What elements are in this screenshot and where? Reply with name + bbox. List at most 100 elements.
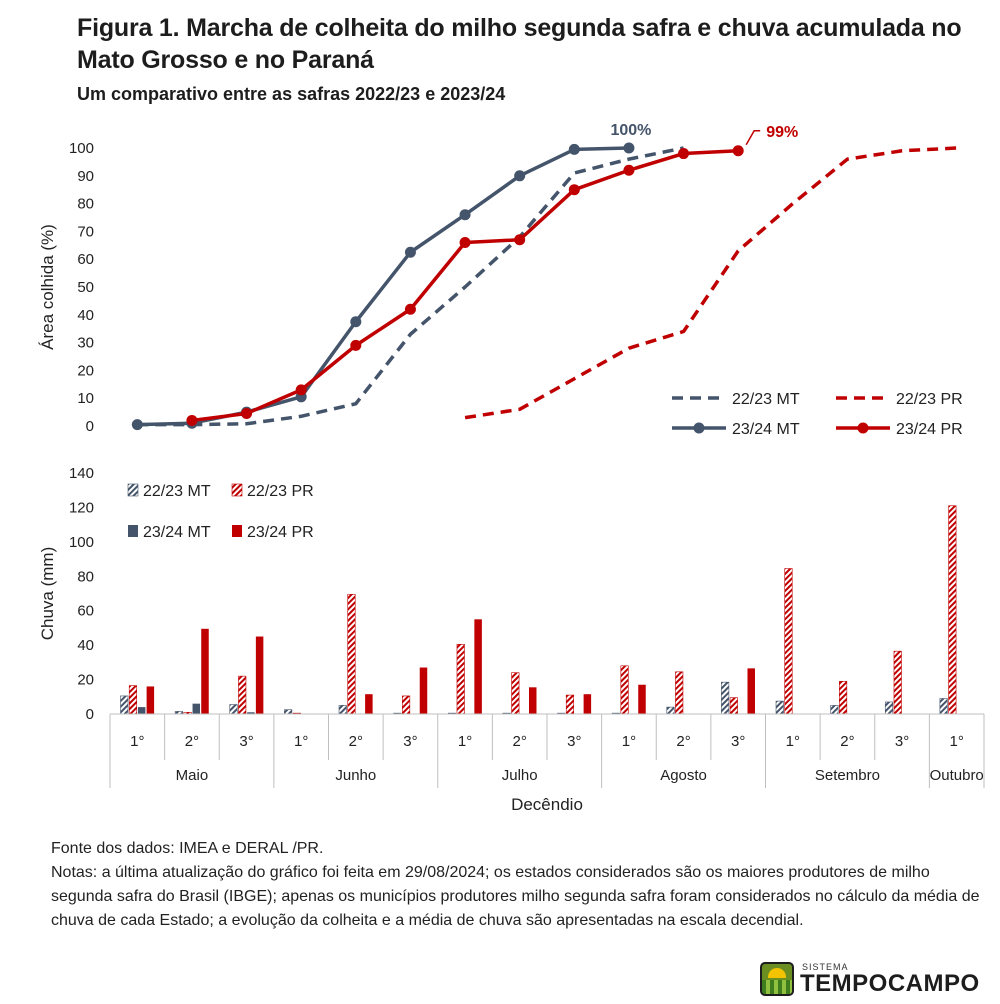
rain-bar xyxy=(830,705,839,715)
rain-bar xyxy=(747,668,755,714)
decendio-tick: 1° xyxy=(622,733,636,750)
rain-bar xyxy=(456,643,465,715)
legend-label: 22/23 MT xyxy=(732,391,800,408)
chart-canvas: 0 10 20 30 40 50 60 70 80 90 100 Área colhida (%) 10… xyxy=(38,122,985,814)
rain-y-tick: 120 xyxy=(69,499,94,516)
harvest-legend-entry: 23/24 PR xyxy=(836,421,963,438)
decendio-tick: 1° xyxy=(950,733,964,750)
logo-text: TEMPOCAMPO xyxy=(800,970,980,997)
annotation-label: 100% xyxy=(610,122,651,139)
figure-subtitle: Um comparativo entre as safras 2022/23 e… xyxy=(77,84,506,104)
rain-bar xyxy=(238,675,247,715)
month-label: Junho xyxy=(335,767,376,784)
rain-bar xyxy=(884,701,894,715)
harvest-point xyxy=(568,184,580,196)
harvest-point xyxy=(678,148,690,160)
rain-legend-entry: 23/24 PR xyxy=(232,524,314,541)
rain-bar xyxy=(146,686,155,714)
rain-y-tick: 60 xyxy=(77,603,94,620)
harvest-y-tick: 30 xyxy=(77,335,94,352)
harvest-point xyxy=(404,246,416,258)
harvest-y-tick: 90 xyxy=(77,168,94,185)
decendio-tick: 3° xyxy=(895,733,909,750)
rain-y-tick: 40 xyxy=(77,637,94,654)
rain-bar xyxy=(128,685,138,715)
legend-swatch xyxy=(128,525,138,537)
month-label: Maio xyxy=(176,767,209,784)
rain-legend-entry: 22/23 MT xyxy=(127,483,211,500)
legend-label: 23/24 PR xyxy=(896,421,963,438)
harvest-point xyxy=(623,142,635,154)
rain-y-tick: 80 xyxy=(77,568,94,585)
rain-bar xyxy=(839,680,848,715)
figure-title: Figura 1. Marcha de colheita do milho se… xyxy=(77,14,962,74)
rain-bar xyxy=(666,706,675,715)
harvest-series-line xyxy=(464,146,957,420)
harvest-legend-entry: 22/23 PR xyxy=(836,391,963,408)
rain-y-tick: 140 xyxy=(69,465,94,482)
rain-bar xyxy=(729,697,738,715)
rain-bar xyxy=(347,594,356,715)
harvest-y-tick: 70 xyxy=(77,223,94,240)
rain-bar xyxy=(620,665,629,715)
decendio-tick: 3° xyxy=(403,733,417,750)
harvest-point xyxy=(404,303,416,315)
decendio-tick: 2° xyxy=(349,733,363,750)
rain-bar xyxy=(638,684,646,714)
logo-icon xyxy=(760,962,794,996)
harvest-y-tick: 20 xyxy=(77,362,94,379)
tempocampo-logo: SISTEMA TEMPOCAMPO xyxy=(760,960,979,1000)
decendio-tick: 1° xyxy=(458,733,472,750)
rain-bar xyxy=(583,694,592,714)
legend-swatch xyxy=(127,483,139,497)
legend-label: 22/23 PR xyxy=(247,483,314,500)
rain-bar xyxy=(137,707,146,714)
harvest-legend-entry: 23/24 MT xyxy=(672,421,800,438)
decendio-tick: 3° xyxy=(239,733,253,750)
rain-x-axis: 1° 2° 3° 1° 2° 3° 1° 2° 3° 1° 2° 3° 1° 2° 3° 1° Maio Junh… xyxy=(109,713,985,788)
logo-small-text: SISTEMA xyxy=(802,962,849,972)
harvest-point xyxy=(514,170,526,182)
harvest-legend-entry: 22/23 MT xyxy=(672,391,800,408)
harvest-y-tick: 80 xyxy=(77,196,94,213)
harvest-y-tick: 100 xyxy=(69,140,94,157)
harvest-series-line xyxy=(137,146,629,427)
rain-series-23-24-mt xyxy=(137,703,255,714)
harvest-point xyxy=(241,407,253,419)
rain-bar xyxy=(528,687,537,714)
rain-series-22-23-mt xyxy=(120,681,948,715)
legend-marker xyxy=(693,422,705,434)
month-label: Agosto xyxy=(660,767,707,784)
harvest-point xyxy=(732,145,744,157)
legend-label: 22/23 MT xyxy=(143,483,211,500)
rain-bar xyxy=(402,695,411,715)
rain-bar xyxy=(948,505,957,715)
decendio-tick: 3° xyxy=(567,733,581,750)
rain-y-tick: 100 xyxy=(69,534,94,551)
decendio-tick: 1° xyxy=(786,733,800,750)
rain-bar xyxy=(229,704,238,715)
harvest-point xyxy=(568,143,580,155)
harvest-point xyxy=(131,419,143,431)
rain-bar xyxy=(721,681,730,715)
harvest-point xyxy=(295,384,307,396)
rain-bar xyxy=(565,694,575,715)
harvest-point xyxy=(186,414,198,426)
annotation-leader xyxy=(745,130,761,146)
rain-y-tick: 0 xyxy=(86,706,94,723)
harvest-point xyxy=(623,164,635,176)
rain-y-label: Chuva (mm) xyxy=(38,547,57,641)
rain-bar xyxy=(365,694,373,714)
harvest-point xyxy=(459,237,471,249)
rain-bar xyxy=(120,695,129,715)
harvest-series-22-23-mt xyxy=(137,146,684,427)
harvest-y-tick: 50 xyxy=(77,279,94,296)
decendio-tick: 2° xyxy=(185,733,199,750)
decendio-tick: 3° xyxy=(731,733,745,750)
rain-bar-chart: 0 20 40 60 80 100 120 140 Chuva (mm) 1° 2° 3° 1° 2° 3°… xyxy=(38,465,985,814)
month-label: Setembro xyxy=(815,767,880,784)
rain-bar xyxy=(338,705,347,715)
harvest-point xyxy=(514,234,526,246)
month-label: Julho xyxy=(502,767,538,784)
legend-marker xyxy=(857,422,869,434)
